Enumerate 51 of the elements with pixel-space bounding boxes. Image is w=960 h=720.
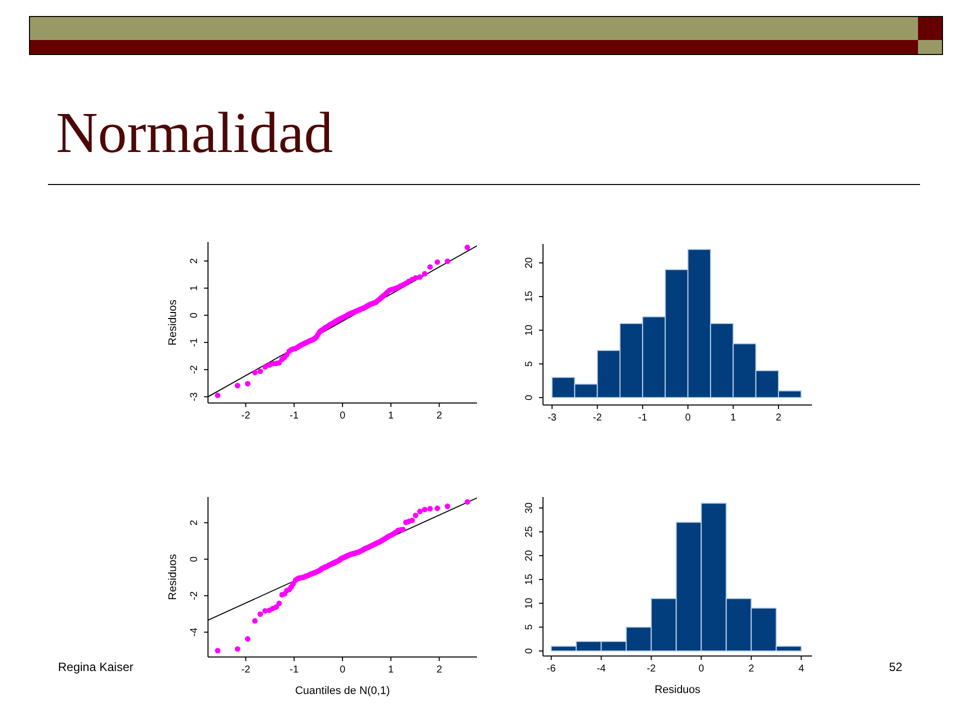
y-tick-label: 20 xyxy=(524,256,535,268)
y-tick-label: 5 xyxy=(524,624,535,630)
y-tick-label: -2 xyxy=(189,364,200,374)
x-tick-label: -2 xyxy=(592,412,602,424)
y-tick-label: 0 xyxy=(189,312,200,318)
x-tick-label: -1 xyxy=(290,410,299,422)
x-tick-label: 1 xyxy=(388,410,394,422)
y-tick-label: 5 xyxy=(524,360,535,367)
x-tick-label: 2 xyxy=(748,664,754,674)
y-tick-label: 1 xyxy=(189,284,200,291)
y-tick-label: 15 xyxy=(524,573,535,586)
x-tick-label: -3 xyxy=(548,412,557,424)
chart-title: Normalidad xyxy=(56,100,334,165)
text: Regina Kaiser xyxy=(58,660,134,674)
y-tick-label: 2 xyxy=(189,520,200,526)
y-axis-title: Residuos xyxy=(167,299,179,346)
y-tick-label: -2 xyxy=(189,590,200,600)
text: 52 xyxy=(889,660,902,674)
y-tick-label: 10 xyxy=(524,597,535,609)
y-tick-label: -1 xyxy=(189,338,200,347)
x-tick-label: 2 xyxy=(436,410,442,422)
x-tick-label: -6 xyxy=(546,664,556,674)
y-tick-label: 0 xyxy=(189,556,200,562)
x-tick-label: -1 xyxy=(638,412,648,424)
y-tick-label: 0 xyxy=(524,648,535,654)
x-tick-label: -1 xyxy=(290,664,299,676)
y-tick-label: 10 xyxy=(524,324,535,336)
y-tick-label: -4 xyxy=(189,627,200,637)
y-tick-label: -3 xyxy=(189,392,200,402)
x-tick-label: 0 xyxy=(685,412,692,424)
x-tick-label: 2 xyxy=(436,664,442,676)
y-tick-label: 25 xyxy=(524,526,535,538)
x-axis-title: Cuantiles de N(0,1) xyxy=(295,685,390,697)
y-tick-label: 30 xyxy=(524,502,535,514)
x-tick-label: -2 xyxy=(241,664,251,676)
y-tick-label: 2 xyxy=(189,258,200,264)
x-tick-label: 0 xyxy=(698,664,704,674)
x-axis-title: Residuos xyxy=(654,684,701,696)
x-tick-label: 1 xyxy=(388,664,394,676)
x-tick-label: 2 xyxy=(776,412,782,424)
x-tick-label: -2 xyxy=(241,410,251,422)
x-tick-label: -4 xyxy=(596,664,606,674)
y-tick-label: 15 xyxy=(524,290,535,302)
y-tick-label: 0 xyxy=(524,394,535,400)
y-tick-label: 20 xyxy=(524,550,535,562)
x-tick-label: 0 xyxy=(340,664,346,676)
x-tick-label: -2 xyxy=(646,664,656,674)
y-axis-title: Residuos xyxy=(167,554,179,600)
x-tick-label: 1 xyxy=(730,412,736,424)
x-tick-label: 4 xyxy=(798,664,804,674)
x-tick-label: 0 xyxy=(340,410,346,422)
